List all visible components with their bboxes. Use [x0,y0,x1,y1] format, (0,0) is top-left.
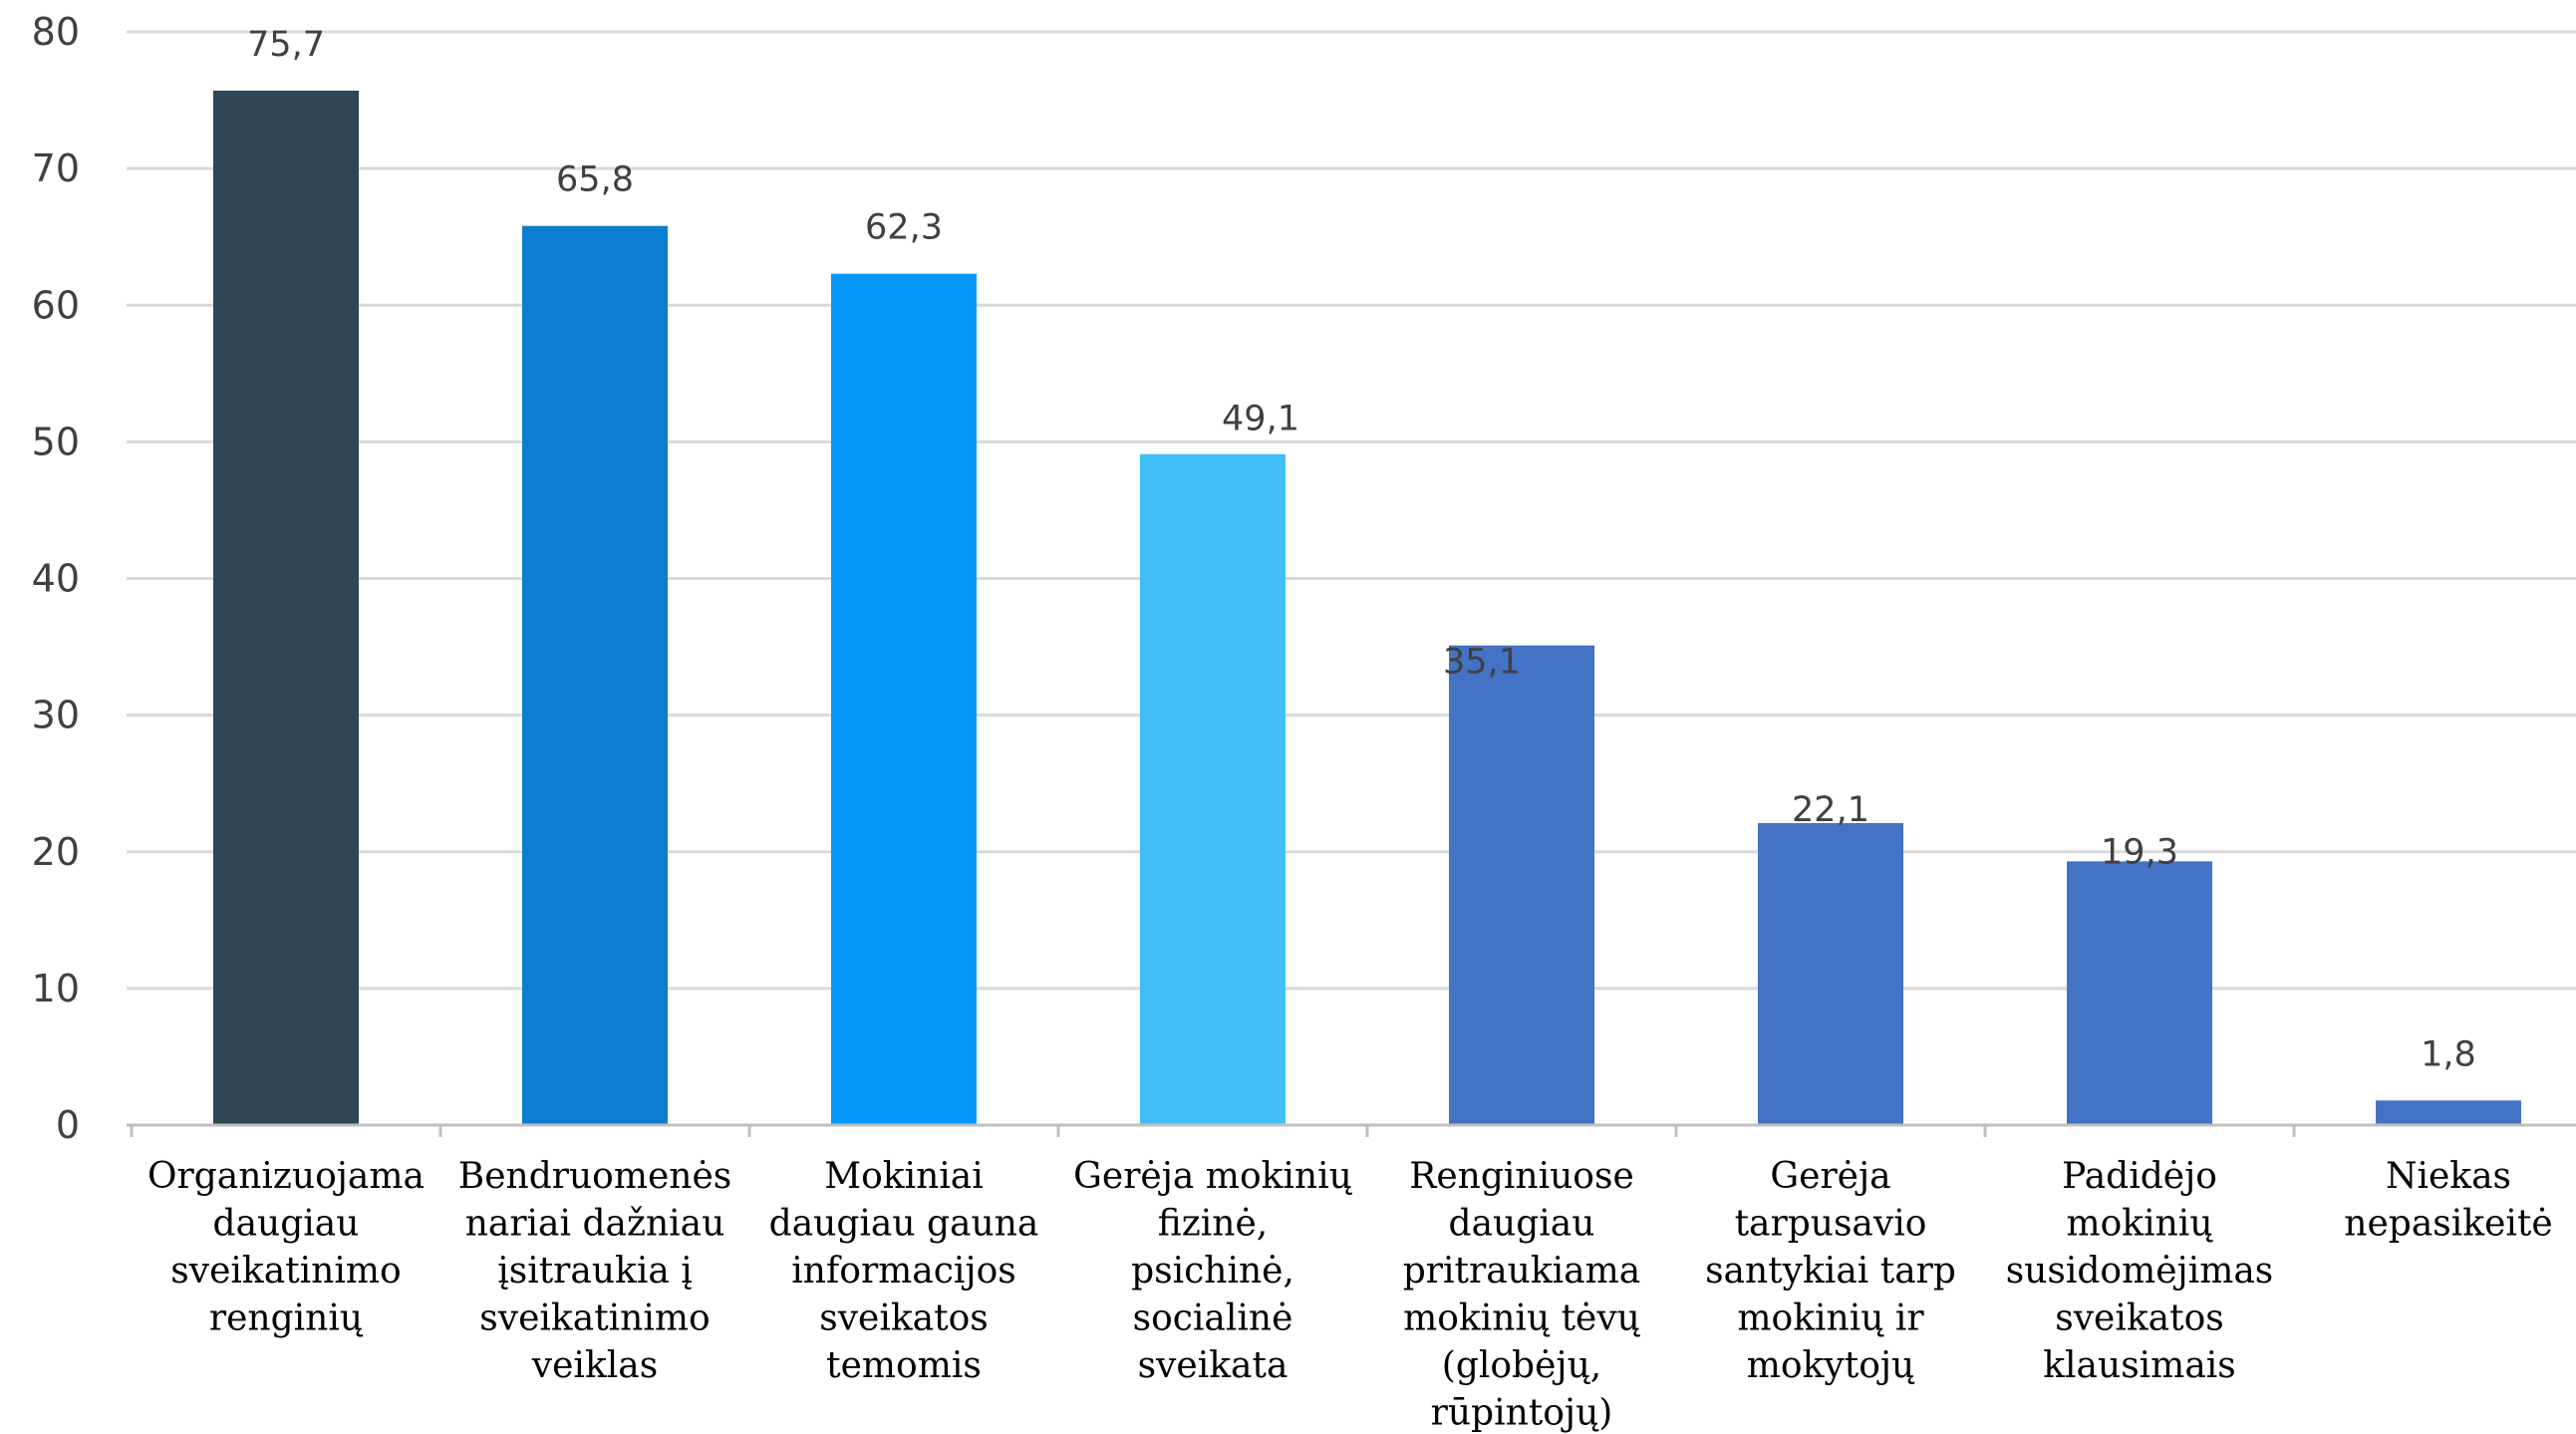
data-labels: 75,7 65,8 62,3 49,1 35,1 22,1 19,3 1,8 [247,25,2476,1074]
data-label: 1,8 [2421,1034,2476,1074]
category-label: Padidėjo mokinių susidomėjimas sveikatos kla… [2006,1156,2274,1386]
y-tick-label: 80 [32,10,80,54]
y-tick-label: 20 [32,830,80,874]
y-tick-label: 10 [32,967,80,1010]
x-axis [127,1123,2576,1137]
y-axis-tick-labels: 0 10 20 30 40 50 60 70 80 [32,10,80,1147]
category-label: Gerėja mokinių fizinė, psichinė, socialinė s… [1073,1156,1352,1386]
data-label: 65,8 [556,160,634,200]
y-tick-label: 40 [32,557,80,601]
category-labels: Organizuojama daugiau sveikatinimo renginių… [147,1156,2553,1434]
y-tick-label: 50 [32,420,80,463]
data-label: 75,7 [247,25,325,65]
data-label: 19,3 [2101,832,2178,872]
bar [1758,822,1903,1125]
category-label: Gerėja tarpusavio santykiai tarp mokinių ir… [1705,1156,1956,1386]
bar [2376,1100,2521,1125]
data-label: 49,1 [1222,400,1299,439]
bars [213,90,2521,1126]
category-label: Mokiniai daugiau gauna informacijos sveikat… [769,1156,1039,1386]
bar [213,90,359,1126]
bar [522,225,668,1125]
y-tick-label: 0 [56,1103,80,1147]
data-label: 22,1 [1792,790,1869,830]
data-label: 62,3 [865,208,943,248]
category-label: Bendruomenės nariai dažniau įsitraukia į sv… [458,1156,731,1386]
y-tick-label: 60 [32,283,80,327]
category-label: Niekas nepasikeitė [2344,1156,2552,1245]
y-tick-label: 70 [32,146,80,190]
y-tick-label: 30 [32,694,80,737]
bar [1140,453,1286,1125]
category-label: Organizuojama daugiau sveikatinimo renginių [147,1156,425,1339]
data-label: 35,1 [1443,643,1521,683]
category-label: Renginiuose daugiau pritraukiama mokinių tė… [1403,1156,1641,1434]
bar [1449,645,1594,1125]
bar [2067,861,2212,1125]
gridlines [127,30,2576,991]
bar [831,273,977,1125]
